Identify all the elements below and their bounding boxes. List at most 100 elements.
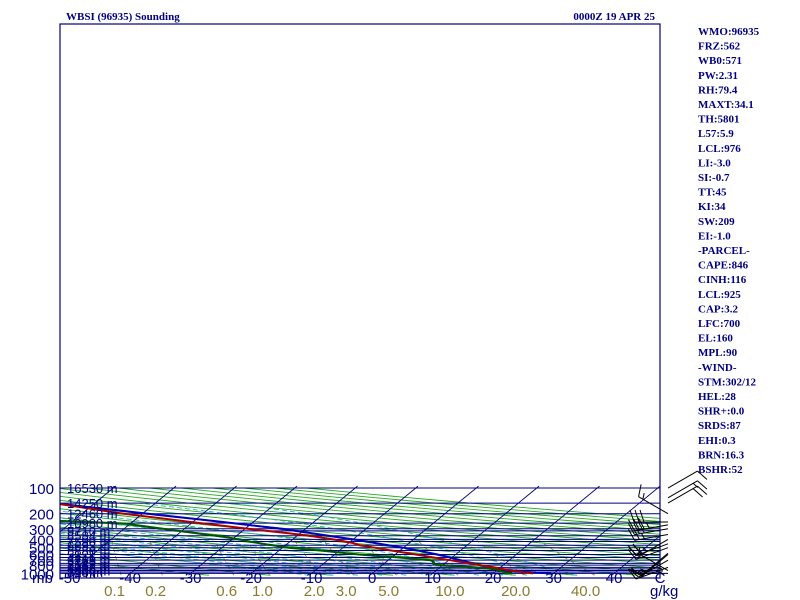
height-label: 5880 m — [67, 544, 110, 559]
index-entry: TH:5801 — [698, 114, 740, 126]
wind-barb-staff — [638, 496, 669, 515]
index-entry: SRDS:87 — [698, 420, 741, 432]
index-entry: BSHR:52 — [698, 464, 743, 476]
height-label: 3149 m — [67, 556, 110, 571]
mixing-ratio-label: 20.0 — [501, 583, 530, 600]
temperature-tick-label: 20 — [485, 570, 502, 587]
wind-barb-flag — [637, 521, 645, 534]
wind-barb — [628, 521, 669, 536]
dewpoint-trace — [60, 519, 513, 575]
index-entry: PW:2.31 — [698, 70, 738, 82]
mixing-ratio-label: 0.2 — [145, 583, 166, 600]
index-entry: CINH:116 — [698, 274, 747, 286]
wind-barb-staff — [634, 528, 669, 536]
temperature-trace — [60, 503, 534, 575]
wind-barb-staff — [667, 470, 698, 489]
index-entry: HEL:28 — [698, 391, 736, 403]
pressure-label: 700 — [29, 553, 54, 570]
index-entry: BRN:16.3 — [698, 449, 745, 461]
wind-barb-staff — [635, 566, 669, 580]
index-entry: L57:5.9 — [698, 128, 734, 140]
height-label: 16530 m — [67, 481, 118, 496]
mixing-ratio-unit-label: g/kg — [650, 583, 678, 600]
wind-barb-flag — [638, 484, 642, 497]
mixing-ratio-label: 40.0 — [571, 583, 600, 600]
index-entry: LCL:976 — [698, 143, 741, 155]
wind-barb — [629, 509, 668, 523]
height-label: 2567 m — [67, 558, 110, 573]
stability-indices-panel: WMO:96935 FRZ:562 WB0:571 PW:2.31 RH:79.4 MAX… — [698, 26, 760, 476]
temperature-tick-label: -30 — [180, 570, 202, 587]
pressure-label: 500 — [29, 541, 54, 558]
wind-barb-staff — [634, 524, 669, 532]
wind-barb — [638, 484, 669, 515]
wind-barb — [667, 470, 708, 489]
wind-barb-half-flag — [642, 492, 645, 500]
wind-barb-flag — [629, 509, 635, 523]
wind-barb-flag — [628, 529, 635, 541]
temperature-tick-label: 0 — [368, 570, 376, 587]
index-entry: TT:45 — [698, 187, 727, 199]
index-entry: MAXT:34.1 — [698, 99, 754, 111]
wind-barb-staff — [635, 543, 669, 556]
wind-barb-staff — [641, 554, 669, 577]
wind-barb — [630, 552, 669, 576]
height-label: 528 m — [67, 565, 103, 580]
wind-barb-flag — [697, 470, 708, 480]
height-label: 10980 m — [67, 516, 118, 531]
index-entry: STM:302/12 — [698, 376, 757, 388]
pressure-label: 600 — [29, 547, 54, 564]
wind-barb-flag — [628, 519, 635, 532]
wind-barb-flag — [632, 518, 640, 531]
index-entry: SHR+:0.0 — [698, 406, 745, 418]
wind-barb — [627, 547, 669, 560]
wind-barb-flag — [637, 517, 645, 530]
index-entry: CAPE:846 — [698, 260, 749, 272]
calm-wind-marker — [657, 567, 663, 574]
height-label: 7590 m — [67, 535, 110, 550]
wind-barb — [667, 480, 708, 499]
index-entry: FRZ:562 — [698, 41, 741, 53]
wind-barb-flag — [627, 568, 637, 580]
mixing-ratio-line — [361, 540, 397, 576]
wind-barb-staff — [638, 539, 669, 557]
height-label: 4416 m — [67, 551, 110, 566]
temperature-tick-label: -20 — [240, 570, 262, 587]
wind-barb-staff — [634, 533, 669, 541]
wind-barb — [627, 566, 669, 580]
index-entry: EL:160 — [698, 333, 733, 345]
height-label: 14250 m — [67, 496, 118, 511]
wind-barb-flag — [697, 485, 708, 495]
mixing-ratio-line — [111, 540, 122, 576]
pressure-label: 100 — [29, 481, 54, 498]
index-entry: LFC:700 — [698, 318, 741, 330]
wind-barb — [628, 539, 669, 557]
mixing-ratio-label: 1.0 — [252, 583, 273, 600]
index-entry: LI:-3.0 — [698, 157, 731, 169]
mixing-ratio-label: 3.0 — [336, 583, 357, 600]
wind-barb — [667, 485, 708, 504]
height-label: 6693 m — [67, 538, 110, 553]
height-label: 8584 m — [67, 529, 110, 544]
wind-barb-flag — [632, 522, 640, 535]
mixing-ratio-line — [247, 540, 271, 576]
wind-barb-flag — [628, 547, 639, 557]
wind-barb-staff — [635, 547, 669, 560]
wind-barb-flag — [628, 568, 639, 578]
index-entry: LCL:925 — [698, 289, 741, 301]
height-label: 1000 m — [67, 564, 110, 579]
pressure-label: 200 — [29, 507, 54, 524]
temperature-tick-label: 30 — [545, 570, 562, 587]
height-label: 12460 m — [67, 507, 118, 522]
index-entry: -PARCEL- — [698, 245, 750, 257]
pressure-unit-label: mb — [32, 570, 53, 587]
temperature-unit-label: C — [655, 570, 666, 587]
index-entry: EI:-1.0 — [698, 230, 731, 242]
wind-barb-flag — [697, 480, 708, 490]
height-label: 5121 m — [67, 547, 110, 562]
index-entry: SI:-0.7 — [698, 172, 730, 184]
mixing-ratio-label: 0.1 — [104, 583, 125, 600]
wind-barb-flag — [628, 523, 635, 535]
